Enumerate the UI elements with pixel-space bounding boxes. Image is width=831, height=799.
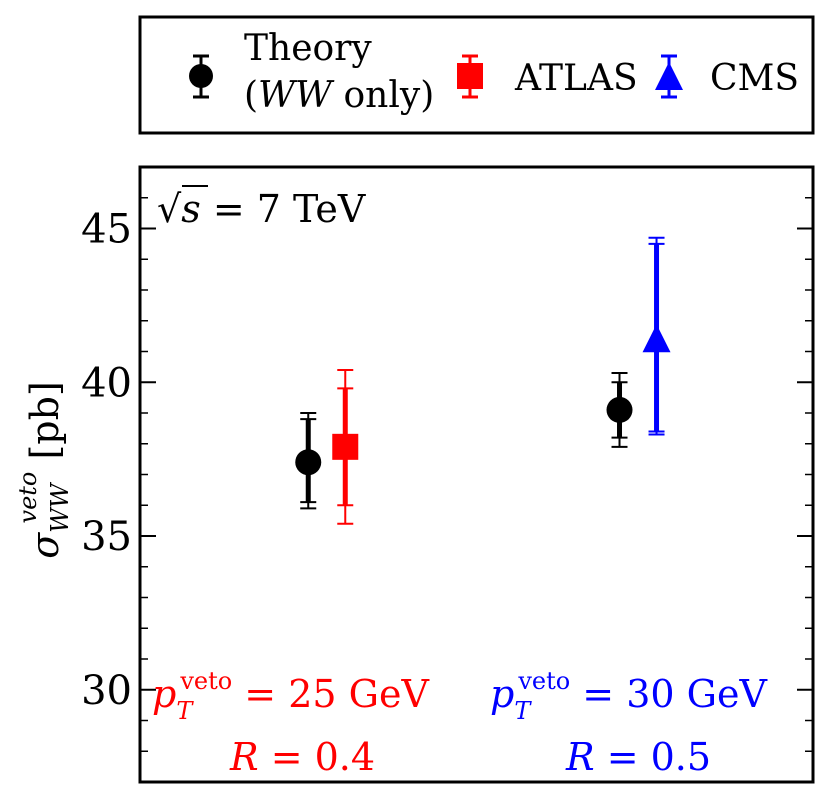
svg-text:R = 0.4: R = 0.4 xyxy=(229,735,375,779)
theory-ww-only-marker xyxy=(295,449,322,476)
cms-marker xyxy=(642,324,671,353)
data-series xyxy=(295,236,671,525)
atlas-marker xyxy=(332,433,359,460)
theory-ww-only-point-2 xyxy=(606,372,633,448)
legend-atlas-marker xyxy=(457,54,483,99)
svg-text:pTveto = 30 GeV: pTveto = 30 GeV xyxy=(490,667,767,725)
atlas-point-1 xyxy=(332,368,359,525)
legend-atlas-label: ATLAS xyxy=(514,58,638,99)
legend-cms-marker xyxy=(655,54,683,99)
legend-theory-label-line2: (WW only) xyxy=(244,75,434,116)
y-tick-label-45: 45 xyxy=(81,207,132,253)
theory-ww-only-point-1 xyxy=(295,412,322,510)
y-tick-label-30: 30 xyxy=(81,668,132,714)
theory-ww-only-marker xyxy=(606,396,633,423)
atlas-cut-annotation: pTveto = 25 GeV R = 0.4 xyxy=(152,667,429,779)
legend-theory-marker xyxy=(189,54,213,99)
y-tick-label-40: 40 xyxy=(81,360,132,406)
y-tick-label-35: 35 xyxy=(81,514,132,560)
cms-point-1 xyxy=(642,236,671,436)
legend: Theory (WW only) ATLAS CMS xyxy=(138,15,815,135)
svg-text:pTveto = 25 GeV: pTveto = 25 GeV xyxy=(152,667,429,725)
energy-annotation: √s = 7 TeV xyxy=(157,187,366,231)
y-axis-ticks xyxy=(140,166,813,783)
cms-cut-annotation: pTveto = 30 GeV R = 0.5 xyxy=(490,667,767,779)
svg-text:R = 0.5: R = 0.5 xyxy=(565,735,711,779)
y-axis-label: σWWveto [pb] xyxy=(14,381,74,559)
legend-theory-label-line1: Theory xyxy=(244,28,372,69)
legend-cms-label: CMS xyxy=(710,58,799,99)
y-axis-tick-labels: 30 35 40 45 xyxy=(81,207,132,714)
